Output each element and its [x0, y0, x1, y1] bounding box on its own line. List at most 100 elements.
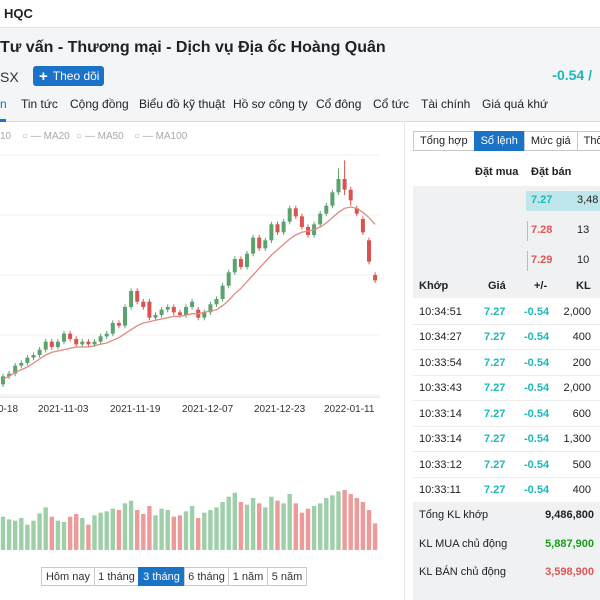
tab-financials[interactable]: Tài chính — [421, 97, 471, 111]
volume-bar — [92, 515, 97, 550]
volume-bar — [238, 502, 244, 550]
candle-body — [360, 219, 365, 233]
tab-order-book[interactable]: Sổ lệnh — [473, 131, 525, 151]
order-book-buy-header: Đặt mua — [475, 166, 519, 178]
candle-body — [25, 357, 30, 363]
ma-legend-item[interactable]: ○ — MA20 — [22, 131, 70, 142]
tab-community[interactable]: Cộng đồng — [70, 97, 129, 111]
volume-bar — [336, 491, 341, 550]
trade-price: 7.27 — [484, 382, 506, 394]
candle-body — [43, 341, 48, 350]
volume-bar — [104, 511, 109, 550]
active-tab-indicator — [0, 119, 6, 122]
candle-body — [135, 291, 140, 302]
exchange-label: SX — [0, 69, 19, 85]
trade-time: 10:34:27 — [419, 331, 462, 343]
volume-bar — [342, 490, 347, 550]
x-tick-label: 2021-11-19 — [110, 404, 161, 415]
summary-value: 3,598,900 — [545, 566, 594, 578]
tab-summary[interactable]: Tổng hợp — [413, 131, 475, 151]
follow-button[interactable]: + Theo dõi — [33, 66, 104, 86]
ma-legend-item[interactable]: ○ — MA50 — [76, 131, 124, 142]
follow-button-label: Theo dõi — [52, 69, 100, 83]
trade-price: 7.27 — [484, 306, 506, 318]
volume-bar — [31, 520, 36, 550]
candle-body — [354, 208, 359, 214]
volume-summary — [413, 502, 600, 600]
volume-bar — [183, 511, 189, 550]
volume-bar — [354, 498, 359, 550]
candle-body — [232, 259, 237, 273]
candle-body — [98, 336, 103, 342]
range-5-years-button[interactable]: 5 năm — [267, 567, 307, 586]
candle-body — [293, 208, 298, 217]
volume-bar — [244, 504, 250, 550]
volume-bar — [135, 510, 140, 550]
candle-body — [342, 179, 347, 190]
candle-body — [214, 299, 219, 305]
volume-bar — [61, 522, 67, 550]
trade-row: 10:33:12 7.27 -0.54 500 — [413, 453, 600, 478]
trades-header-price: Giá — [488, 280, 506, 292]
trade-time: 10:33:14 — [419, 433, 462, 445]
ma-legend-label: MA20 — [43, 131, 70, 142]
stock-header: Tư vấn - Thương mại - Dịch vụ Địa ốc Hoà… — [0, 28, 600, 90]
trades-header-time: Khớp — [419, 280, 449, 292]
range-1-year-button[interactable]: 1 năm — [228, 567, 268, 586]
volume-bar — [86, 524, 91, 550]
tab-technical-chart[interactable]: Biểu đồ kỹ thuật — [139, 97, 226, 111]
volume-bar — [110, 508, 115, 550]
x-tick-label: 2022-01-11 — [324, 404, 375, 415]
trade-volume: 600 — [572, 408, 591, 420]
candle-body — [330, 192, 335, 206]
range-selector: Hôm nay 1 tháng 3 tháng 6 tháng 1 năm 5 … — [41, 567, 307, 586]
tab-price-levels[interactable]: Mức giá — [523, 131, 578, 151]
candle-body — [80, 341, 85, 345]
candle-body — [269, 224, 274, 241]
candle-body — [86, 341, 91, 345]
range-3-months-button[interactable]: 3 tháng — [138, 567, 185, 586]
tab-dividends[interactable]: Cổ tức — [373, 97, 410, 111]
ma-legend-item[interactable]: 10 — [0, 131, 12, 142]
candle-body — [348, 189, 353, 201]
trade-volume: 400 — [572, 331, 591, 343]
volume-bar — [171, 516, 176, 550]
tab-news[interactable]: Tin tức — [21, 97, 58, 111]
tab-overview[interactable]: n — [0, 97, 7, 111]
volume-bar — [226, 496, 231, 550]
tab-price-history[interactable]: Giá quá khứ — [482, 97, 549, 111]
order-book-row: 7.28 13 — [413, 216, 600, 246]
candle-body — [226, 272, 231, 286]
x-tick-label: 2021-12-23 — [254, 404, 306, 415]
order-book-divider — [527, 221, 528, 241]
order-book-volume-bar — [526, 191, 600, 211]
trade-price: 7.27 — [484, 357, 506, 369]
trade-volume: 200 — [572, 357, 591, 369]
trade-row: 10:33:14 7.27 -0.54 1,300 — [413, 427, 600, 452]
range-today-button[interactable]: Hôm nay — [41, 567, 95, 586]
price-chart[interactable]: 0-18 2021-11-03 2021-11-19 2021-12-07 2021-1… — [0, 123, 390, 563]
main-tabs: n Tin tức Cộng đồng Biểu đồ kỹ thuật Hồ … — [0, 90, 600, 122]
volume-bar — [67, 516, 73, 550]
range-1-month-button[interactable]: 1 tháng — [94, 567, 139, 586]
candle-body — [1, 376, 5, 385]
candle-body — [251, 237, 256, 254]
tab-company-profile[interactable]: Hồ sơ công ty — [233, 97, 308, 111]
volume-bar — [165, 510, 170, 550]
ma-legend-label: MA50 — [97, 131, 124, 142]
volume-bar — [348, 494, 353, 550]
candle-body — [141, 301, 146, 307]
volume-bar — [330, 495, 335, 550]
x-tick-label: 2021-11-03 — [38, 404, 89, 415]
volume-bar — [159, 508, 164, 550]
volume-bar — [153, 515, 158, 550]
order-book-price: 7.27 — [531, 194, 553, 206]
range-6-months-button[interactable]: 6 tháng — [184, 567, 229, 586]
ma-legend-item[interactable]: ○ — MA100 — [134, 131, 188, 142]
tab-shareholders[interactable]: Cổ đông — [316, 97, 362, 111]
tab-statistics[interactable]: Thố — [576, 131, 600, 151]
ma-legend-label: MA100 — [155, 131, 188, 142]
volume-bar — [19, 518, 24, 550]
trade-time: 10:33:11 — [419, 484, 462, 496]
